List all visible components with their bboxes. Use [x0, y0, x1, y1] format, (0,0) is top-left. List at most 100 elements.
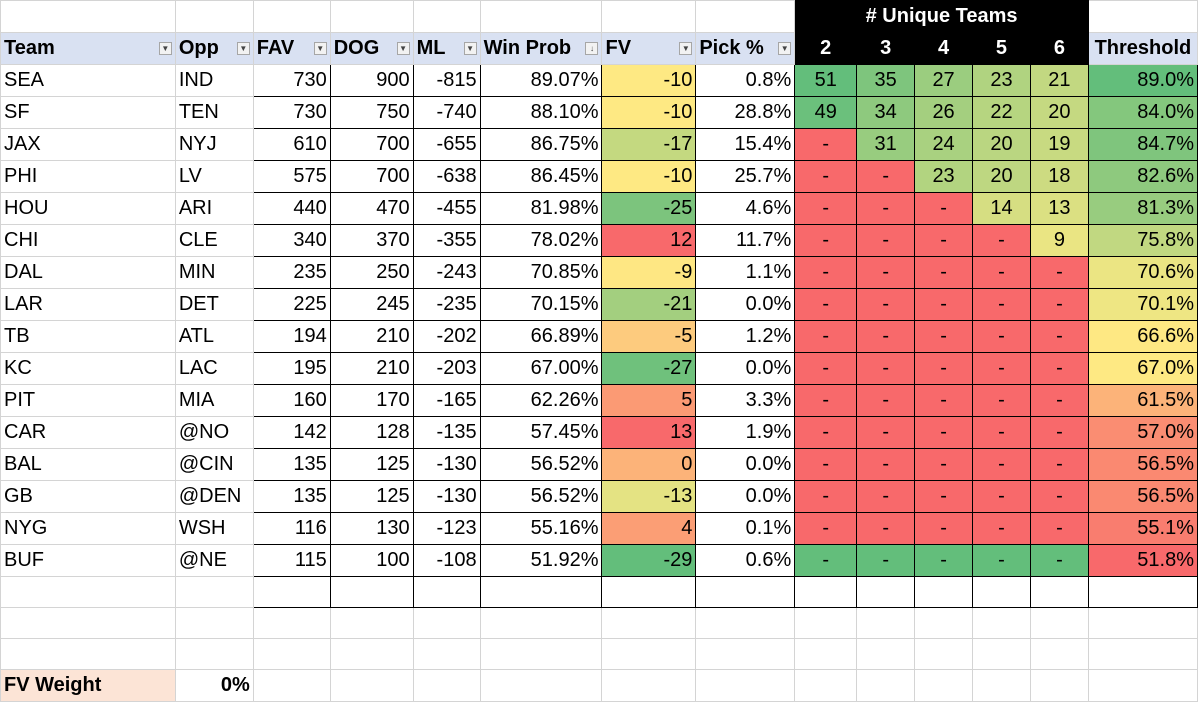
unique-5-cell[interactable]: -: [972, 352, 1031, 385]
opp-cell[interactable]: LAC: [174, 352, 254, 385]
unique-5-cell[interactable]: -: [972, 224, 1031, 257]
unique-3-cell[interactable]: -: [856, 384, 916, 417]
cell[interactable]: [601, 576, 697, 608]
win-prob-cell[interactable]: 66.89%: [479, 320, 603, 353]
win-prob-cell[interactable]: 86.75%: [479, 128, 603, 161]
unique-6-cell[interactable]: -: [1029, 384, 1089, 417]
dog-cell[interactable]: 170: [329, 384, 414, 417]
cell[interactable]: [856, 638, 916, 670]
filter-dropdown-icon[interactable]: ▼: [679, 42, 693, 55]
cell[interactable]: [1087, 576, 1198, 608]
unique-5-cell[interactable]: -: [972, 384, 1031, 417]
cell[interactable]: [1029, 638, 1089, 670]
dog-cell[interactable]: 125: [329, 480, 414, 513]
fv-cell[interactable]: -25: [601, 192, 697, 225]
win-prob-cell[interactable]: 62.26%: [479, 384, 603, 417]
unique-6-cell[interactable]: -: [1029, 448, 1089, 481]
filter-dropdown-icon[interactable]: ▼: [778, 42, 792, 55]
cell[interactable]: [252, 638, 331, 670]
unique-5-cell[interactable]: -: [972, 512, 1031, 545]
cell[interactable]: [1087, 669, 1198, 702]
team-cell[interactable]: BAL: [0, 448, 176, 481]
header-pick-pct[interactable]: Pick % ▼: [695, 32, 796, 65]
ml-cell[interactable]: -655: [412, 128, 481, 161]
unique-2-cell[interactable]: -: [794, 224, 858, 257]
cell[interactable]: [601, 607, 697, 639]
cell[interactable]: [794, 576, 858, 608]
filter-dropdown-icon[interactable]: ▼: [396, 42, 410, 55]
cell[interactable]: [695, 607, 796, 639]
filter-dropdown-icon[interactable]: ▼: [463, 42, 477, 55]
team-cell[interactable]: CHI: [0, 224, 176, 257]
unique-6-cell[interactable]: -: [1029, 512, 1089, 545]
win-prob-cell[interactable]: 70.15%: [479, 288, 603, 321]
opp-cell[interactable]: CLE: [174, 224, 254, 257]
unique-6-cell[interactable]: -: [1029, 256, 1089, 289]
header-team[interactable]: Team ▼: [0, 32, 176, 65]
cell[interactable]: [914, 638, 974, 670]
team-cell[interactable]: CAR: [0, 416, 176, 449]
cell[interactable]: [972, 638, 1031, 670]
fv-cell[interactable]: -9: [601, 256, 697, 289]
cell[interactable]: [972, 607, 1031, 639]
unique-2-cell[interactable]: -: [794, 544, 858, 577]
opp-cell[interactable]: NYJ: [174, 128, 254, 161]
pick-pct-cell[interactable]: 25.7%: [695, 160, 796, 193]
win-prob-cell[interactable]: 78.02%: [479, 224, 603, 257]
win-prob-cell[interactable]: 67.00%: [479, 352, 603, 385]
threshold-cell[interactable]: 61.5%: [1087, 384, 1198, 417]
header-fav[interactable]: FAV ▼: [252, 32, 331, 65]
threshold-cell[interactable]: 51.8%: [1087, 544, 1198, 577]
unique-2-cell[interactable]: -: [794, 352, 858, 385]
unique-2-cell[interactable]: -: [794, 288, 858, 321]
cell[interactable]: [601, 669, 697, 702]
cell[interactable]: [1029, 607, 1089, 639]
fav-cell[interactable]: 195: [252, 352, 331, 385]
opp-cell[interactable]: MIN: [174, 256, 254, 289]
cell[interactable]: [856, 576, 916, 608]
dog-cell[interactable]: 130: [329, 512, 414, 545]
cell[interactable]: [1087, 607, 1198, 639]
fav-cell[interactable]: 575: [252, 160, 331, 193]
cell[interactable]: [174, 0, 254, 33]
unique-6-cell[interactable]: 19: [1029, 128, 1089, 161]
pick-pct-cell[interactable]: 0.8%: [695, 64, 796, 97]
cell[interactable]: [794, 638, 858, 670]
unique-2-cell[interactable]: -: [794, 448, 858, 481]
cell[interactable]: [0, 638, 176, 670]
unique-4-cell[interactable]: 27: [914, 64, 974, 97]
unique-6-cell[interactable]: 9: [1029, 224, 1089, 257]
dog-cell[interactable]: 125: [329, 448, 414, 481]
unique-2-cell[interactable]: -: [794, 480, 858, 513]
dog-cell[interactable]: 100: [329, 544, 414, 577]
cell[interactable]: [479, 638, 603, 670]
fv-cell[interactable]: -17: [601, 128, 697, 161]
unique-6-cell[interactable]: -: [1029, 352, 1089, 385]
fav-cell[interactable]: 115: [252, 544, 331, 577]
pick-pct-cell[interactable]: 1.9%: [695, 416, 796, 449]
fv-cell[interactable]: -21: [601, 288, 697, 321]
unique-4-cell[interactable]: -: [914, 512, 974, 545]
fav-cell[interactable]: 116: [252, 512, 331, 545]
threshold-cell[interactable]: 55.1%: [1087, 512, 1198, 545]
cell[interactable]: [329, 0, 414, 33]
unique-3-cell[interactable]: -: [856, 224, 916, 257]
unique-4-cell[interactable]: -: [914, 352, 974, 385]
pick-pct-cell[interactable]: 0.6%: [695, 544, 796, 577]
pick-pct-cell[interactable]: 0.0%: [695, 448, 796, 481]
cell[interactable]: [174, 607, 254, 639]
cell[interactable]: [252, 576, 331, 608]
fav-cell[interactable]: 135: [252, 448, 331, 481]
win-prob-cell[interactable]: 70.85%: [479, 256, 603, 289]
ml-cell[interactable]: -203: [412, 352, 481, 385]
pick-pct-cell[interactable]: 28.8%: [695, 96, 796, 129]
cell[interactable]: [479, 0, 603, 33]
ml-cell[interactable]: -355: [412, 224, 481, 257]
header-win-prob[interactable]: Win Prob ↓: [479, 32, 603, 65]
ml-cell[interactable]: -638: [412, 160, 481, 193]
ml-cell[interactable]: -740: [412, 96, 481, 129]
fv-cell[interactable]: -13: [601, 480, 697, 513]
unique-6-cell[interactable]: 20: [1029, 96, 1089, 129]
opp-cell[interactable]: WSH: [174, 512, 254, 545]
unique-4-cell[interactable]: 23: [914, 160, 974, 193]
